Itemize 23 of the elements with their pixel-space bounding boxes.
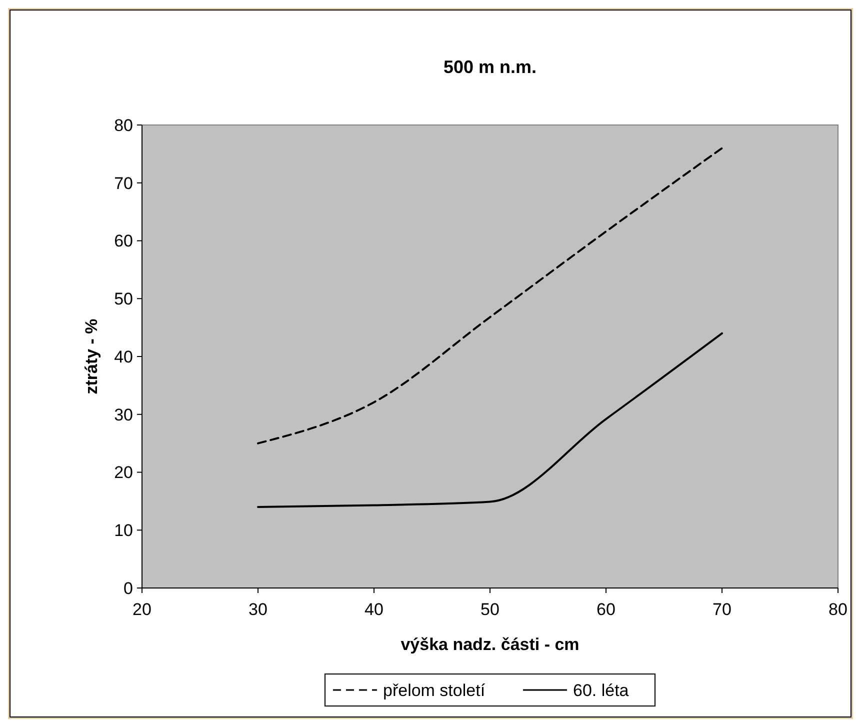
y-tick-label: 30 xyxy=(114,405,133,424)
x-tick-label: 40 xyxy=(364,600,384,619)
line-series xyxy=(257,147,723,444)
x-tick-label: 20 xyxy=(132,600,152,619)
y-tick-label: 10 xyxy=(114,521,133,540)
x-tick-label: 60 xyxy=(596,600,616,619)
y-tick-label: 70 xyxy=(114,174,133,193)
y-tick-label: 0 xyxy=(124,578,133,598)
y-tick-label: 50 xyxy=(114,290,133,309)
y-tick-label: 80 xyxy=(114,116,133,135)
x-axis-title: výška nadz. části - cm xyxy=(400,635,580,654)
chart-title: 500 m n.m. xyxy=(443,57,537,77)
y-tick-label: 20 xyxy=(114,463,133,482)
x-tick-label: 50 xyxy=(480,600,500,619)
legend-label: přelom století xyxy=(383,680,486,700)
legend-label: 60. léta xyxy=(573,680,630,700)
x-tick-label: 70 xyxy=(712,600,732,619)
y-tick-label: 60 xyxy=(114,232,133,251)
y-tick-label: 40 xyxy=(114,347,133,366)
y-axis-title: ztráty - % xyxy=(82,318,101,394)
x-tick-label: 30 xyxy=(248,600,268,619)
x-tick-label: 80 xyxy=(828,600,848,619)
line-series xyxy=(257,332,723,508)
